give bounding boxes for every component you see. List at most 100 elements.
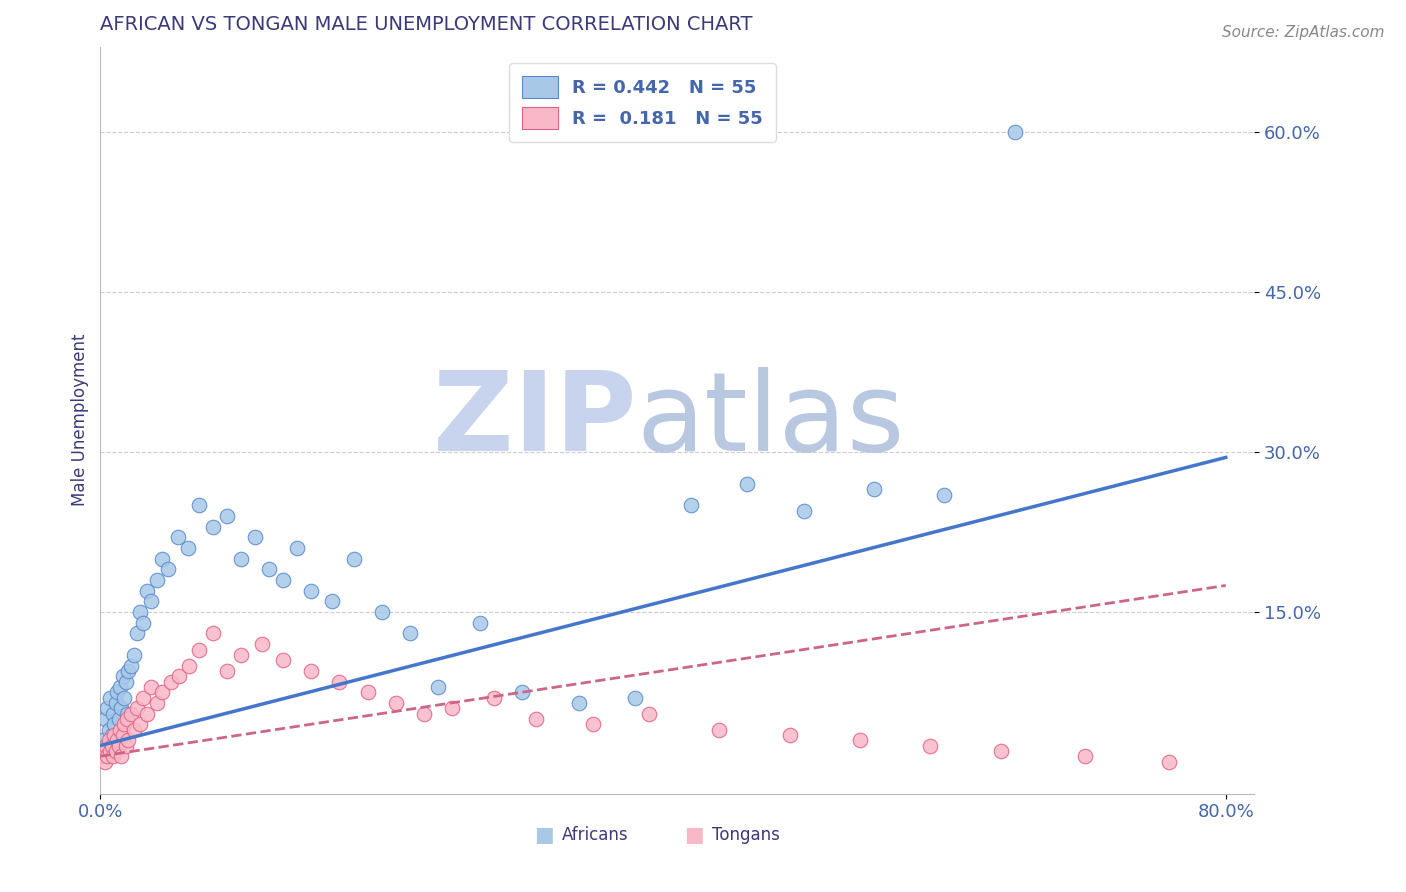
Point [384, 696, 406, 710]
Point [128, 605, 150, 619]
Point [135, 583, 157, 598]
Text: ZIP: ZIP [433, 367, 637, 474]
Point [100, 739, 122, 753]
Point [145, 573, 167, 587]
Point [104, 696, 127, 710]
Point [96, 749, 118, 764]
Point [299, 664, 322, 678]
Point [93, 755, 115, 769]
Point [93, 712, 115, 726]
Point [920, 739, 942, 753]
Point [115, 712, 138, 726]
Point [91, 733, 114, 747]
Point [426, 680, 449, 694]
Point [101, 749, 124, 764]
Point [176, 541, 198, 556]
Point [112, 690, 135, 705]
Point [159, 674, 181, 689]
Point [108, 680, 131, 694]
Point [114, 674, 136, 689]
Point [107, 712, 129, 726]
Point [122, 648, 145, 662]
Point [108, 723, 131, 737]
Point [120, 658, 142, 673]
Point [187, 642, 209, 657]
Point [110, 701, 132, 715]
Point [934, 488, 956, 502]
Point [131, 690, 153, 705]
Point [779, 728, 801, 742]
Point [97, 723, 120, 737]
Point [167, 669, 190, 683]
Point [125, 701, 148, 715]
Point [125, 626, 148, 640]
Point [271, 573, 294, 587]
Point [177, 658, 200, 673]
Point [100, 728, 122, 742]
Point [440, 701, 463, 715]
Point [111, 728, 134, 742]
Text: AFRICAN VS TONGAN MALE UNEMPLOYMENT CORRELATION CHART: AFRICAN VS TONGAN MALE UNEMPLOYMENT CORR… [100, 15, 752, 34]
Point [793, 504, 815, 518]
Y-axis label: Male Unemployment: Male Unemployment [72, 334, 89, 507]
Point [107, 739, 129, 753]
Point [470, 615, 492, 630]
Point [863, 483, 886, 497]
Point [271, 653, 294, 667]
Point [105, 685, 128, 699]
Point [370, 605, 392, 619]
Point [398, 626, 420, 640]
Point [150, 685, 173, 699]
Point [624, 690, 647, 705]
Point [117, 733, 139, 747]
Point [90, 749, 112, 764]
Point [96, 701, 118, 715]
Point [257, 562, 280, 576]
Point [356, 685, 378, 699]
Point [568, 696, 591, 710]
Point [512, 685, 534, 699]
Point [91, 744, 114, 758]
Point [412, 706, 434, 721]
Point [94, 739, 117, 753]
Point [990, 744, 1012, 758]
Point [115, 706, 138, 721]
Point [201, 520, 224, 534]
Point [709, 723, 731, 737]
Point [97, 733, 120, 747]
Point [94, 739, 117, 753]
Point [229, 648, 252, 662]
Point [101, 706, 124, 721]
Point [243, 531, 266, 545]
Text: atlas: atlas [637, 367, 905, 474]
Point [145, 696, 167, 710]
Point [229, 551, 252, 566]
Point [128, 717, 150, 731]
Point [484, 690, 506, 705]
Point [103, 717, 125, 731]
Text: Source: ZipAtlas.com: Source: ZipAtlas.com [1222, 25, 1385, 40]
Point [117, 664, 139, 678]
Point [114, 739, 136, 753]
Point [582, 717, 605, 731]
Point [166, 531, 188, 545]
Point [139, 594, 162, 608]
Point [139, 680, 162, 694]
Legend: R = 0.442   N = 55, R =  0.181   N = 55: R = 0.442 N = 55, R = 0.181 N = 55 [509, 63, 776, 142]
Point [135, 706, 157, 721]
Point [638, 706, 661, 721]
Point [187, 499, 209, 513]
Text: Tongans: Tongans [711, 826, 779, 844]
Point [156, 562, 179, 576]
Point [1159, 755, 1181, 769]
Point [328, 674, 350, 689]
Point [321, 594, 343, 608]
Point [737, 477, 759, 491]
Point [201, 626, 224, 640]
Point [342, 551, 364, 566]
Point [103, 728, 125, 742]
Point [110, 749, 132, 764]
Point [98, 744, 121, 758]
Point [215, 509, 238, 524]
Point [98, 690, 121, 705]
